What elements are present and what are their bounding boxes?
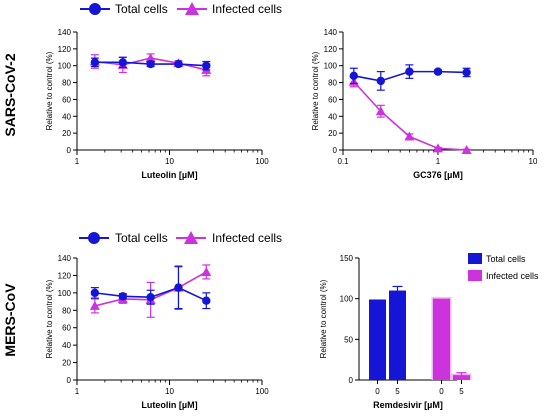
row-label-mers: MERS-CoV	[2, 283, 18, 357]
panel-3-ytick-label: 0	[349, 376, 354, 385]
panel-1-xtick-label: 0.1	[337, 157, 349, 166]
panel-3-ytick-label: 150	[340, 254, 354, 263]
panel-0-xtick-label: 100	[255, 157, 269, 166]
panel-1-series-0-point	[349, 71, 359, 81]
panel-2-series-0-point	[118, 292, 128, 301]
panel-1-xlabel: GC376 [µM]	[413, 170, 463, 180]
panel-2-xtick-label: 10	[165, 387, 174, 396]
panel-3-series-1-bar	[433, 298, 450, 380]
row-label-sars: SARS-CoV-2	[2, 53, 18, 136]
legend-mers-total-label: Total cells	[115, 231, 168, 245]
panel-3-ylabel: Relative to control (%)	[319, 279, 328, 358]
panel-2-ytick-label: 100	[58, 289, 72, 298]
panel-3-xlabel: Remdesivir [µM]	[373, 400, 443, 410]
panel-3-series-1-xtick-label: 0	[439, 387, 444, 396]
panel-1-series-1-point	[433, 143, 443, 153]
panel-1-xtick-label: 1	[436, 157, 441, 166]
panel-2-ytick-label: 120	[58, 271, 72, 280]
legend-mers-total-marker	[88, 232, 100, 244]
legend-bar-infected-label: Infected cells	[486, 271, 539, 281]
panel-2-series-0-point	[174, 283, 183, 292]
panel-0-ytick-label: 0	[67, 146, 72, 155]
panel-sars-gc376: 0 20 40 60 80 100 120 140 Relative to control (%…	[311, 28, 538, 180]
panel-1-ytick-label: 0	[333, 146, 338, 155]
panel-2-ytick-label: 60	[62, 324, 71, 333]
panel-3-series-0-bar	[389, 290, 406, 380]
panel-0-ytick-label: 80	[62, 79, 71, 88]
panel-3-ytick-label: 100	[340, 295, 354, 304]
panel-2-series-0-point	[202, 296, 211, 305]
panel-0-xlabel: Luteolin [µM]	[141, 170, 197, 180]
panel-1-ytick-label: 120	[324, 45, 338, 54]
legend-mers: Total cells Infected cells	[79, 231, 282, 245]
panel-2-ytick-label: 0	[67, 376, 72, 385]
panel-3-series-1-xtick-label: 5	[459, 387, 464, 396]
panel-2-xlabel: Luteolin [µM]	[141, 400, 197, 410]
panel-1-series-1-point	[404, 131, 415, 141]
panel-2-series-1-point	[89, 300, 100, 310]
panel-2-ytick-label: 40	[62, 341, 71, 350]
panel-1-series-0-point	[433, 67, 443, 76]
panel-0-ylabel: Relative to control (%)	[45, 51, 54, 130]
legend-bar-total-swatch	[468, 253, 482, 264]
panel-2-xtick-label: 100	[255, 387, 269, 396]
legend-bar: Total cells Infected cells	[468, 253, 539, 281]
legend-bar-total-label: Total cells	[486, 254, 526, 264]
panel-0-series-0-point	[146, 59, 155, 69]
panel-0-series-0-point	[118, 58, 128, 67]
panel-0-series-1-point	[145, 53, 156, 63]
panel-1-series-1-point	[375, 106, 386, 116]
panel-1-ytick-label: 80	[328, 79, 337, 88]
panel-sars-luteolin: 0 20 40 60 80 100 120 140 Relative to control (%…	[45, 28, 269, 180]
panel-0-series-0-point	[90, 58, 100, 67]
panel-3-series-1-bar	[453, 375, 470, 380]
legend-sars-total-label: Total cells	[115, 2, 168, 16]
panel-0-ytick-label: 120	[58, 45, 72, 54]
legend-sars: Total cells Infected cells	[80, 2, 282, 16]
panel-2-series-0-point	[90, 288, 100, 298]
legend-mers-infected-marker	[184, 231, 198, 244]
legend-sars-infected-marker	[185, 2, 199, 15]
panel-2-series-1-point	[201, 266, 212, 276]
panel-3-series-0-xtick-label: 5	[395, 387, 400, 396]
panel-1-ylabel: Relative to control (%)	[311, 51, 320, 130]
panel-3-ytick-label: 50	[344, 335, 353, 344]
panel-0-xtick-label: 1	[75, 157, 80, 166]
panel-1-ytick-label: 100	[324, 62, 338, 71]
panel-1-xtick-label: 10	[529, 157, 538, 166]
legend-mers-infected-label: Infected cells	[212, 231, 282, 245]
panel-2-ylabel: Relative to control (%)	[45, 279, 54, 358]
panel-1-series-0-point	[462, 68, 471, 77]
panel-1-ytick-label: 60	[328, 95, 337, 104]
legend-sars-infected-label: Infected cells	[212, 2, 282, 16]
legend-sars-total-marker	[89, 3, 101, 15]
panel-1-ytick-label: 40	[328, 112, 337, 121]
panel-0-ytick-label: 140	[58, 28, 72, 37]
panel-2-xtick-label: 1	[75, 387, 80, 396]
panel-1-series-0-point	[376, 76, 386, 86]
panel-0-ytick-label: 20	[62, 129, 71, 138]
panel-1-series-0-point	[405, 67, 414, 76]
panel-2-ytick-label: 80	[62, 306, 71, 315]
panel-1-ytick-label: 140	[324, 28, 338, 37]
panel-2-ytick-label: 20	[62, 359, 71, 368]
panel-3-series-0-xtick-label: 0	[375, 387, 380, 396]
panel-0-ytick-label: 40	[62, 112, 71, 121]
panel-0-series-0-point	[174, 59, 183, 69]
panel-2-ytick-label: 140	[58, 254, 72, 263]
panel-0-ytick-label: 60	[62, 95, 71, 104]
panel-0-ytick-label: 100	[58, 62, 72, 71]
legend-bar-infected-swatch	[468, 270, 482, 281]
panel-1-ytick-label: 20	[328, 129, 337, 138]
panel-0-series-0-point	[202, 61, 211, 70]
panel-2-series-0-point	[146, 293, 155, 302]
panel-mers-luteolin: 0 20 40 60 80 100 120 140 Relative to control (%…	[45, 254, 269, 410]
panel-0-xtick-label: 10	[165, 157, 174, 166]
panel-3-series-0-bar	[369, 299, 386, 380]
panel-1-series-1-point	[461, 145, 472, 154]
